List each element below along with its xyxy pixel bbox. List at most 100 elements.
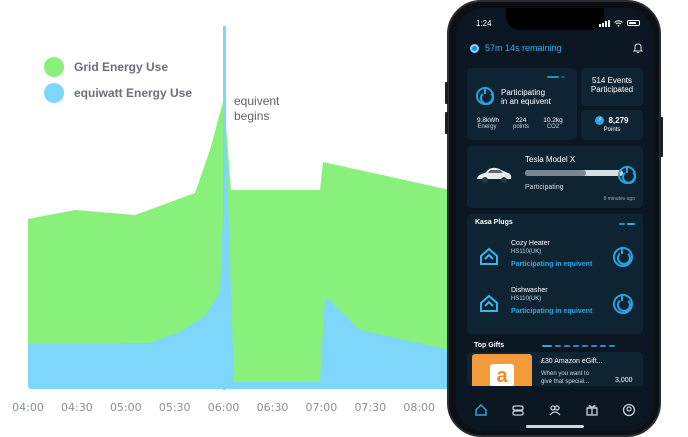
notch (506, 8, 604, 30)
x-tick-label: 05:30 (159, 401, 191, 414)
home-icon[interactable] (474, 403, 488, 417)
page-dot (573, 345, 579, 347)
device-2-power-icon[interactable] (613, 294, 633, 314)
home-indicator (526, 425, 584, 428)
events-card[interactable]: 514 Events Participated (581, 68, 643, 106)
page-dot (627, 223, 635, 225)
device-1-status: Participating in equivent (511, 261, 593, 268)
device-2-name: Dishwasher (511, 287, 548, 294)
tesla-time: 8 minutes ago (603, 196, 635, 202)
signal-icon (599, 19, 610, 27)
tesla-card[interactable]: Tesla Model X Participating 8 minutes ag… (467, 146, 643, 208)
live-indicator-icon (470, 43, 479, 53)
legend-grid: Grid Energy Use (44, 57, 168, 77)
points-value: 8,279 (608, 116, 629, 125)
phone-mockup: 1:24 57m 14s remaining Participating in … (445, 0, 663, 437)
timer-row: 57m 14s remaining (470, 40, 644, 56)
annotation-line-1: equivent (234, 94, 280, 108)
x-tick-label: 07:00 (306, 401, 338, 414)
battery-icon (627, 20, 640, 26)
tesla-status: Participating (525, 184, 564, 191)
status-time: 1:24 (476, 18, 492, 28)
status-bar: 1:24 (476, 17, 640, 29)
devices-icon[interactable] (511, 403, 525, 417)
equivent-card[interactable]: Participating in an equivent 9.8kWh Ener… (467, 68, 577, 140)
x-axis: 04:00 04:30 05:00 05:30 06:00 06:30 07:00 07:30… (12, 401, 435, 414)
x-tick-label: 07:30 (354, 401, 386, 414)
device-1-name: Cozy Heater (511, 240, 550, 247)
x-tick-label: 06:00 (208, 401, 240, 414)
tesla-power-icon[interactable] (618, 166, 636, 184)
kasa-card: Kasa Plugs Cozy Heater HS110(UK) Partici… (467, 214, 643, 334)
gift-points: 3,000 (615, 377, 633, 384)
gifts-pager (542, 345, 615, 347)
device-1-power-icon[interactable] (613, 247, 633, 267)
legend-equiwatt: equiwatt Energy Use (44, 83, 192, 103)
power-button (660, 117, 663, 157)
gift-desc-2: give that special... (541, 379, 590, 385)
house-icon (480, 247, 498, 265)
gifts-title: Top Gifts (474, 342, 505, 349)
volume-down-button (445, 112, 448, 134)
x-tick-label: 04:00 (12, 401, 44, 414)
stat-points-value: 224 (515, 117, 527, 124)
events-label: Participated (590, 85, 634, 94)
x-tick-label: 04:30 (61, 401, 93, 414)
gift-name: £30 Amazon eGift... (541, 358, 603, 365)
stat-energy: 9.8kWh Energy (477, 117, 500, 130)
page-dot (591, 345, 597, 347)
stat-points-label: points (512, 124, 529, 130)
device-2-status: Participating in equivent (511, 308, 593, 315)
points-card[interactable]: ⚡ 8,279 Points (581, 110, 643, 140)
page-dot (555, 345, 561, 347)
app-screen: 1:24 57m 14s remaining Participating in … (456, 8, 654, 431)
community-icon[interactable] (548, 403, 562, 417)
stat-co2: 10.2kg CO2 (539, 117, 567, 130)
page-dot (582, 345, 588, 347)
house-icon (480, 294, 498, 312)
page-dot (542, 345, 552, 347)
tesla-progress-fill (525, 170, 586, 176)
annotation-line-2: begins (234, 109, 270, 123)
page-dot (609, 345, 615, 347)
kasa-title: Kasa Plugs (475, 219, 513, 226)
stat-energy-value: 9.8kWh (477, 117, 500, 124)
gift-card[interactable]: a £30 Amazon eGift... When you want to g… (467, 352, 643, 386)
page-dot (564, 345, 570, 347)
equiwatt-energy-area (28, 140, 450, 389)
stat-points: 224 points (511, 117, 531, 130)
bell-icon[interactable] (632, 42, 644, 54)
equivent-annotation: equivent begins (234, 94, 324, 124)
x-tick-label: 05:00 (110, 401, 142, 414)
device-1-model: HS110(UK) (511, 249, 542, 255)
gift-desc-1: When you want to (541, 371, 590, 377)
power-icon (476, 87, 494, 105)
page-dot (600, 345, 606, 347)
bolt-icon: ⚡ (595, 116, 605, 125)
page-dot (561, 76, 565, 78)
legend-equiwatt-swatch (44, 83, 64, 103)
page-dot (547, 76, 559, 78)
equivent-line-1: Participating (501, 88, 546, 97)
legend-grid-label: Grid Energy Use (74, 60, 169, 74)
amazon-gift-image: a (472, 354, 532, 386)
timer-text: 57m 14s remaining (485, 43, 562, 53)
device-2-model: HS110(UK) (511, 296, 542, 302)
equivent-line-2: in an equivent (501, 97, 551, 106)
points-label: Points (603, 127, 621, 133)
x-tick-label: 06:30 (257, 401, 289, 414)
page-dot (619, 223, 625, 225)
x-tick-label: 08:00 (403, 401, 435, 414)
stat-energy-label: Energy (477, 124, 497, 130)
profile-icon[interactable] (622, 403, 636, 417)
wifi-icon (614, 19, 623, 27)
car-icon (477, 167, 512, 183)
events-count: 514 Events (591, 76, 633, 85)
volume-up-button (445, 82, 448, 104)
equivent-marker-line (223, 26, 226, 390)
tesla-progress-track (525, 170, 623, 176)
gift-icon[interactable] (585, 403, 599, 417)
amazon-logo-icon: a (490, 364, 514, 386)
